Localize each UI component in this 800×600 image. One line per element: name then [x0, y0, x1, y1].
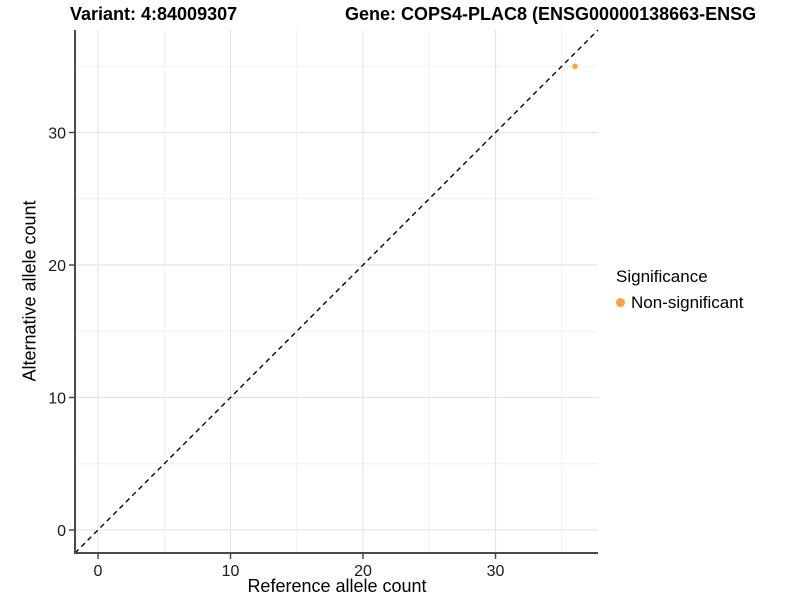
y-tick-label: 20	[48, 258, 66, 275]
y-tick-label: 10	[48, 391, 66, 408]
x-tick-label: 20	[354, 563, 372, 580]
y-tick-label: 0	[57, 523, 66, 540]
x-tick-label: 0	[94, 563, 103, 580]
legend-title: Significance	[616, 267, 708, 286]
x-axis-title: Reference allele count	[247, 576, 427, 596]
legend-point-swatch	[616, 298, 625, 307]
plot-title-gene: Gene: COPS4-PLAC8 (ENSG00000138663-ENSG	[345, 4, 757, 24]
x-tick-label: 10	[222, 563, 240, 580]
y-axis-title: Alternative allele count	[19, 200, 40, 382]
identity-reference-line	[74, 29, 599, 554]
data-point	[572, 63, 578, 70]
plot-title-variant: Variant: 4:84009307	[70, 4, 238, 24]
y-tick-label: 30	[48, 126, 66, 143]
x-tick-label: 30	[487, 563, 505, 580]
legend: Significance Non-significant	[616, 266, 743, 313]
legend-item-non-significant: Non-significant	[616, 292, 743, 313]
legend-item-label: Non-significant	[631, 293, 744, 312]
